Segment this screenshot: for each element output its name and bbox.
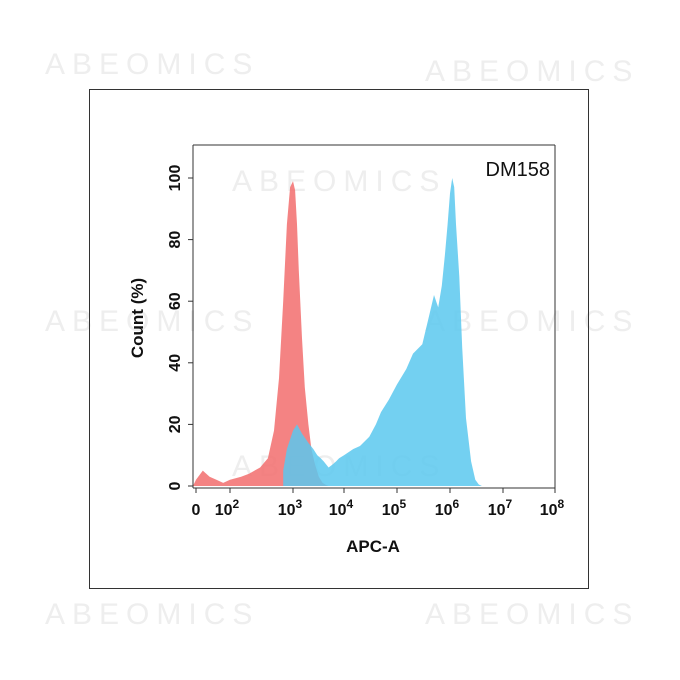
histogram-series-1 bbox=[193, 181, 329, 486]
x-ticks: 0 102 103 104 105 106 107 108 bbox=[192, 488, 565, 519]
y-tick-label: 0 bbox=[167, 481, 184, 490]
x-tick-label: 0 bbox=[192, 502, 201, 519]
y-tick-label: 40 bbox=[167, 354, 184, 372]
y-tick-label: 80 bbox=[167, 231, 184, 249]
y-ticks: 0 20 40 60 80 100 bbox=[167, 165, 193, 490]
x-tick-label: 105 bbox=[382, 497, 407, 519]
histogram-series-2 bbox=[283, 178, 482, 486]
y-tick-label: 100 bbox=[167, 165, 184, 192]
x-tick-label: 102 bbox=[215, 497, 240, 519]
figure-frame bbox=[89, 89, 589, 589]
x-tick-label: 103 bbox=[278, 497, 303, 519]
sample-annotation: DM158 bbox=[486, 159, 550, 181]
x-tick-label: 106 bbox=[435, 497, 460, 519]
series-layer bbox=[193, 178, 482, 486]
y-tick-label: 60 bbox=[167, 292, 184, 310]
axes-layer bbox=[192, 144, 556, 489]
x-axis-title: APC-A bbox=[346, 537, 400, 556]
x-tick-label: 108 bbox=[540, 497, 565, 519]
y-tick-label: 20 bbox=[167, 415, 184, 433]
x-tick-label: 107 bbox=[488, 497, 513, 519]
y-axis-title: Count (%) bbox=[128, 278, 147, 358]
x-tick-label: 104 bbox=[329, 497, 354, 519]
